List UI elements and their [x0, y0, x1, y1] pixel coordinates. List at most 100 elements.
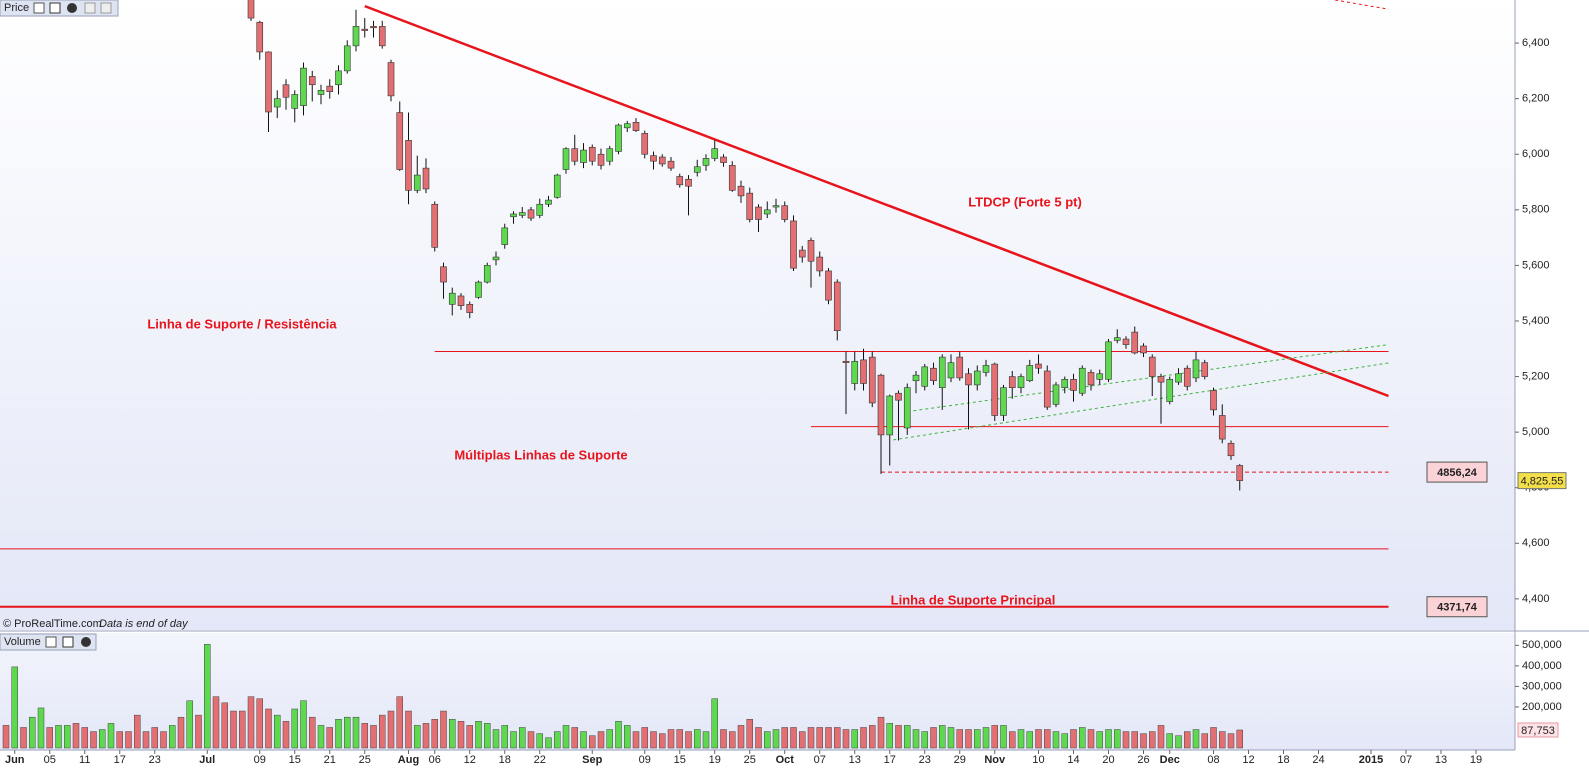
x-tick-label: 19 — [1470, 754, 1482, 766]
candle-body — [1008, 376, 1016, 388]
volume-bar — [116, 731, 123, 749]
candle-body — [1201, 362, 1209, 377]
price-plot — [0, 0, 1389, 608]
x-tick-label: 07 — [814, 754, 826, 766]
volume-bar — [2, 725, 10, 749]
candle-body — [720, 156, 727, 163]
volume-bar — [379, 714, 386, 749]
volume-bar — [1175, 735, 1182, 749]
volume-bar — [947, 727, 955, 749]
close-icon[interactable] — [67, 3, 77, 13]
volume-bar — [571, 727, 578, 749]
volume-bar — [860, 727, 867, 749]
volume-bar — [449, 719, 456, 749]
settings-icon[interactable] — [45, 636, 57, 648]
volume-bar — [134, 714, 141, 749]
window-icon[interactable] — [49, 2, 61, 14]
volume-bar — [282, 721, 290, 749]
candle-body — [763, 209, 771, 215]
candle-body — [1087, 372, 1095, 386]
x-tick-label: 18 — [1277, 754, 1289, 766]
volume-bar — [825, 727, 832, 749]
candle-body — [798, 249, 806, 258]
candle-body — [448, 292, 456, 305]
y-tick-label: 4,600 — [1522, 537, 1550, 549]
candle-body — [886, 395, 894, 436]
volume-bar — [746, 719, 753, 749]
candle-body — [1236, 465, 1244, 481]
up-icon[interactable] — [84, 2, 96, 14]
volume-bar — [615, 721, 622, 749]
candle-body — [518, 212, 526, 216]
volume-bar — [632, 731, 640, 749]
x-tick-label: 07 — [1400, 754, 1412, 766]
level-tag-label: 4371,74 — [1437, 602, 1478, 614]
candle-body — [1052, 384, 1060, 405]
y-tick-label: 200,000 — [1522, 701, 1562, 713]
volume-plot — [2, 644, 1243, 749]
volume-bar — [536, 733, 543, 749]
volume-bar — [842, 729, 850, 749]
settings-icon[interactable] — [33, 2, 45, 14]
x-tick-label: Aug — [398, 754, 419, 766]
candle-body — [475, 281, 482, 298]
volume-bar — [764, 731, 771, 749]
volume-bar — [475, 721, 482, 749]
volume-bar — [1166, 733, 1173, 749]
volume-bar — [440, 710, 447, 749]
volume-bar — [991, 725, 998, 749]
volume-bar — [221, 702, 228, 749]
volume-bar — [492, 729, 500, 749]
x-tick-label: Oct — [776, 754, 795, 766]
last-volume-tag — [1517, 722, 1559, 738]
candle-body — [676, 176, 684, 186]
volume-bar — [125, 731, 132, 749]
candle-body — [632, 121, 640, 131]
trend-line — [364, 4, 1389, 398]
candle-body — [807, 240, 815, 262]
candle-body — [973, 370, 981, 386]
x-tick-label: Sep — [582, 754, 602, 766]
x-tick-label: 14 — [1067, 754, 1079, 766]
volume-bar — [650, 731, 657, 749]
volume-bar — [851, 729, 858, 749]
candle-body — [361, 28, 369, 31]
candle-body — [580, 149, 587, 163]
x-tick-label: 05 — [44, 754, 56, 766]
volume-bar — [55, 725, 62, 749]
close-icon[interactable] — [81, 637, 91, 647]
candle-body — [588, 146, 596, 162]
window-icon[interactable] — [62, 636, 74, 648]
x-tick-label: 06 — [429, 754, 441, 766]
axes: 6,400 6,200 6,000 5,800 5,600 5,400 5,200 5,000… — [5, 37, 1567, 766]
volume-bar — [1227, 733, 1235, 749]
volume-bar — [939, 725, 946, 749]
candle-body — [1096, 373, 1104, 380]
candle-body — [343, 45, 351, 72]
annotation: Múltiplas Linhas de Suporte — [454, 447, 627, 462]
volume-bar — [431, 719, 438, 749]
volume-bar — [177, 716, 185, 749]
candle-body — [571, 148, 579, 162]
volume-bar — [877, 716, 885, 749]
candle-body — [641, 133, 649, 155]
candle-body — [1105, 341, 1112, 380]
x-tick-label: 08 — [1207, 754, 1219, 766]
volume-bar — [1201, 733, 1208, 749]
candle-body — [1017, 376, 1025, 388]
volume-bar — [239, 710, 246, 749]
candle-body — [1000, 387, 1007, 416]
volume-bar — [921, 731, 928, 749]
down-icon[interactable] — [100, 2, 112, 14]
candle-body — [1166, 379, 1174, 402]
volume-bar — [1210, 727, 1217, 749]
volume-bar — [956, 729, 963, 749]
candle-body — [903, 387, 911, 429]
volume-bar — [414, 725, 421, 749]
x-tick-label: 23 — [919, 754, 931, 766]
volume-bar — [1184, 731, 1191, 749]
candle-body — [842, 360, 850, 363]
volume-bar — [816, 727, 823, 749]
volume-bar — [676, 729, 683, 749]
candle-body — [868, 356, 876, 404]
